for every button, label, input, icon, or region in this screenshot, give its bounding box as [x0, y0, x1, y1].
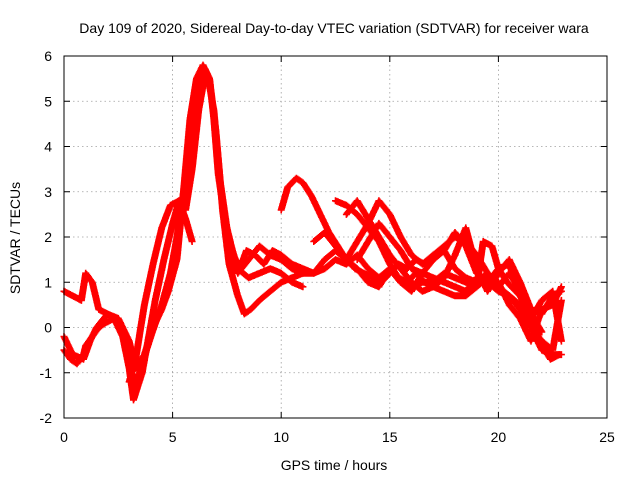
series-trace-9: [223, 242, 307, 277]
y-tick-label: -2: [40, 410, 53, 426]
plus-markers: [223, 242, 307, 277]
x-tick-label: 5: [169, 429, 177, 445]
y-axis-label: SDTVAR / TECUs: [7, 182, 23, 294]
y-tick-label: 0: [44, 320, 52, 336]
y-tick-label: -1: [40, 365, 53, 381]
axis-ticks: 0 5 10 15 20 25 -2 -1 0 1 2 3 4 5 6: [40, 48, 615, 445]
plus-markers: [353, 219, 565, 345]
y-tick-label: 3: [44, 184, 52, 200]
x-axis-label: GPS time / hours: [281, 457, 388, 473]
x-tick-label: 15: [382, 429, 398, 445]
y-tick-label: 2: [44, 229, 52, 245]
plus-markers: [60, 61, 565, 372]
chart-title: Day 109 of 2020, Sidereal Day-to-day VTE…: [79, 20, 589, 36]
y-tick-label: 1: [44, 274, 52, 290]
x-tick-label: 25: [599, 429, 615, 445]
y-tick-label: 5: [44, 93, 52, 109]
series-trace-4: [125, 197, 196, 386]
series-trace-7: [342, 197, 565, 318]
series-trace-2: [60, 61, 565, 372]
y-tick-label: 4: [44, 139, 52, 155]
plus-markers: [125, 197, 196, 386]
x-tick-label: 20: [491, 429, 507, 445]
x-tick-label: 0: [60, 429, 68, 445]
plus-markers: [342, 197, 565, 318]
x-tick-label: 10: [273, 429, 289, 445]
y-tick-label: 6: [44, 48, 52, 64]
data-series: [60, 61, 565, 404]
series-trace-10: [353, 219, 565, 345]
